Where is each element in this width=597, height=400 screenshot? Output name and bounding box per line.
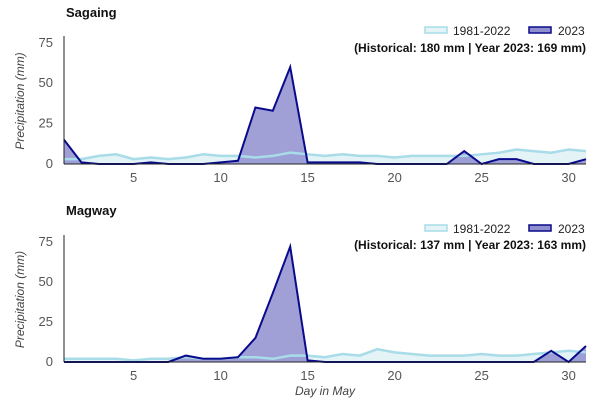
y-tick-label: 25 [39,116,53,131]
current-year-line [63,63,587,166]
panel-title: Magway [66,203,117,218]
x-tick-label: 20 [387,170,401,185]
x-tick-label: 25 [474,170,488,185]
x-tick-label: 15 [300,170,314,185]
summary-totals: (Historical: 180 mm | Year 2023: 169 mm) [354,41,586,55]
x-tick-label: 5 [130,368,137,383]
x-tick-label: 5 [130,170,137,185]
panel-magway: Magway Precipitation (mm) 0 25 50 75 5 10 15 20 25… [13,203,587,398]
y-tick-label: 75 [39,35,53,50]
historical-line [64,347,587,362]
legend-historical-swatch [424,224,448,232]
y-tick-label: 25 [39,314,53,329]
y-axis-label: Precipitation (mm) [13,251,27,348]
legend-current-swatch [528,224,552,232]
current-year-area [64,67,586,164]
historical-line [64,148,587,161]
x-tick-label: 10 [213,368,227,383]
x-tick-label: 10 [213,170,227,185]
x-tick-label: 15 [300,368,314,383]
y-tick-label: 75 [39,234,53,249]
current-year-line [64,242,587,364]
x-tick-label: 25 [474,368,488,383]
legend-historical-label: 1981-2022 [453,222,511,236]
y-tick-label: 0 [46,354,53,369]
x-axis-label: Day in May [295,384,356,398]
legend-historical-label: 1981-2022 [453,24,511,38]
x-tick-label: 20 [387,368,401,383]
y-tick-label: 50 [39,274,53,289]
x-tick-label: 30 [561,368,575,383]
legend-current-label: 2023 [558,222,585,236]
y-tick-label: 0 [46,156,53,171]
current-year-area [64,246,586,362]
x-tick-label: 30 [561,170,575,185]
summary-totals: (Historical: 137 mm | Year 2023: 163 mm) [354,238,586,252]
legend-historical-swatch [424,26,448,34]
y-tick-label: 50 [39,75,53,90]
legend-current-label: 2023 [558,24,585,38]
panel-title: Sagaing [66,5,117,20]
legend-current-swatch [528,26,552,34]
y-axis-label: Precipitation (mm) [13,52,27,149]
